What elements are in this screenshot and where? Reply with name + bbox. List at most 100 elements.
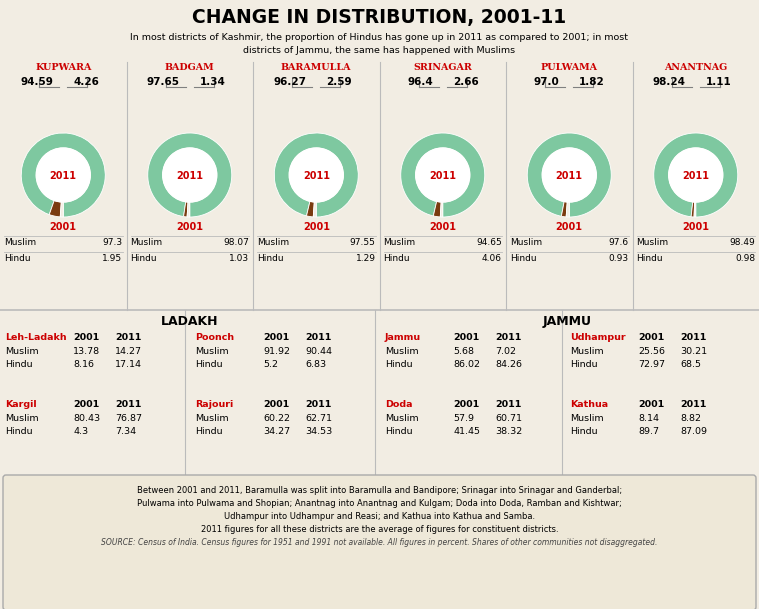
Wedge shape (691, 202, 694, 217)
Text: 94.65: 94.65 (476, 238, 502, 247)
Text: Hindu: Hindu (4, 254, 30, 263)
Text: Muslim: Muslim (195, 414, 228, 423)
Text: 2001: 2001 (682, 222, 709, 232)
Text: Muslim: Muslim (510, 238, 542, 247)
Text: 25.56: 25.56 (638, 347, 665, 356)
Text: Muslim: Muslim (385, 414, 419, 423)
Text: ANANTNAG: ANANTNAG (664, 63, 727, 72)
Text: 98.24: 98.24 (653, 77, 685, 87)
Text: 2011: 2011 (115, 333, 141, 342)
Circle shape (36, 148, 90, 202)
Text: Hindu: Hindu (131, 254, 157, 263)
Circle shape (416, 148, 470, 202)
Text: 2.66: 2.66 (453, 77, 478, 87)
Text: 2011: 2011 (556, 171, 583, 181)
Text: 2011: 2011 (682, 171, 709, 181)
Text: Rajouri: Rajouri (195, 400, 233, 409)
Text: 2001: 2001 (638, 400, 664, 409)
Text: 2001: 2001 (303, 222, 329, 232)
Text: Hindu: Hindu (5, 427, 33, 436)
Text: 1.95: 1.95 (102, 254, 122, 263)
Text: 62.71: 62.71 (305, 414, 332, 423)
Text: 86.02: 86.02 (453, 360, 480, 369)
Text: Hindu: Hindu (5, 360, 33, 369)
Wedge shape (313, 202, 317, 217)
Text: Doda: Doda (385, 400, 412, 409)
Text: 2001: 2001 (638, 333, 664, 342)
Text: 30.21: 30.21 (680, 347, 707, 356)
Text: 89.7: 89.7 (638, 427, 659, 436)
Text: Hindu: Hindu (637, 254, 663, 263)
Text: CHANGE IN DISTRIBUTION, 2001-11: CHANGE IN DISTRIBUTION, 2001-11 (193, 8, 566, 27)
Text: 60.71: 60.71 (495, 414, 522, 423)
Text: Muslim: Muslim (5, 347, 39, 356)
Text: Muslim: Muslim (5, 414, 39, 423)
Text: 2011: 2011 (115, 400, 141, 409)
Text: 2001: 2001 (453, 333, 479, 342)
Text: 91.92: 91.92 (263, 347, 290, 356)
Wedge shape (148, 133, 231, 217)
Text: Hindu: Hindu (385, 360, 413, 369)
Circle shape (669, 148, 723, 202)
Text: 2001: 2001 (263, 333, 289, 342)
Text: 2001: 2001 (556, 222, 583, 232)
Text: 14.27: 14.27 (115, 347, 142, 356)
Text: 2011: 2011 (680, 333, 707, 342)
Text: 2011: 2011 (176, 171, 203, 181)
Text: Hindu: Hindu (257, 254, 284, 263)
Text: Muslim: Muslim (257, 238, 289, 247)
Text: Hindu: Hindu (570, 360, 597, 369)
Text: 34.53: 34.53 (305, 427, 332, 436)
Text: 2001: 2001 (263, 400, 289, 409)
Text: 1.11: 1.11 (706, 77, 732, 87)
Circle shape (162, 148, 217, 202)
Text: 4.3: 4.3 (73, 427, 88, 436)
Wedge shape (187, 202, 190, 217)
Text: 2.59: 2.59 (326, 77, 352, 87)
Text: Hindu: Hindu (195, 360, 222, 369)
Text: 97.65: 97.65 (146, 77, 180, 87)
Text: Muslim: Muslim (385, 347, 419, 356)
Text: Kathua: Kathua (570, 400, 608, 409)
Text: Leh-Ladakh: Leh-Ladakh (5, 333, 67, 342)
Wedge shape (440, 202, 442, 217)
Text: 2001: 2001 (73, 333, 99, 342)
Text: 2011: 2011 (303, 171, 329, 181)
FancyBboxPatch shape (3, 475, 756, 609)
Text: 2001: 2001 (453, 400, 479, 409)
Text: KUPWARA: KUPWARA (35, 63, 91, 72)
Text: 34.27: 34.27 (263, 427, 290, 436)
Text: 68.5: 68.5 (680, 360, 701, 369)
Wedge shape (562, 202, 567, 217)
Circle shape (542, 148, 597, 202)
Text: 97.6: 97.6 (609, 238, 628, 247)
Text: 2011: 2011 (680, 400, 707, 409)
Text: In most districts of Kashmir, the proportion of Hindus has gone up in 2011 as co: In most districts of Kashmir, the propor… (131, 33, 628, 55)
Text: 5.2: 5.2 (263, 360, 278, 369)
Text: 1.34: 1.34 (200, 77, 225, 87)
Text: Muslim: Muslim (570, 347, 603, 356)
Text: 80.43: 80.43 (73, 414, 100, 423)
Text: Muslim: Muslim (637, 238, 669, 247)
Text: Hindu: Hindu (383, 254, 410, 263)
Wedge shape (694, 202, 696, 217)
Text: 0.98: 0.98 (735, 254, 755, 263)
Text: 2011: 2011 (305, 400, 332, 409)
Wedge shape (274, 133, 358, 217)
Text: BADGAM: BADGAM (165, 63, 215, 72)
Wedge shape (566, 202, 569, 217)
Text: 6.83: 6.83 (305, 360, 326, 369)
Text: 8.14: 8.14 (638, 414, 659, 423)
Wedge shape (184, 202, 188, 217)
Text: Udhampur: Udhampur (570, 333, 625, 342)
Text: PULWAMA: PULWAMA (540, 63, 598, 72)
Text: Jammu: Jammu (385, 333, 421, 342)
Text: 98.07: 98.07 (223, 238, 249, 247)
Text: 2011: 2011 (495, 333, 521, 342)
Text: 4.06: 4.06 (482, 254, 502, 263)
Text: 87.09: 87.09 (680, 427, 707, 436)
Wedge shape (307, 201, 314, 217)
Text: 96.27: 96.27 (273, 77, 306, 87)
Text: 2001: 2001 (430, 222, 456, 232)
Text: Muslim: Muslim (131, 238, 162, 247)
